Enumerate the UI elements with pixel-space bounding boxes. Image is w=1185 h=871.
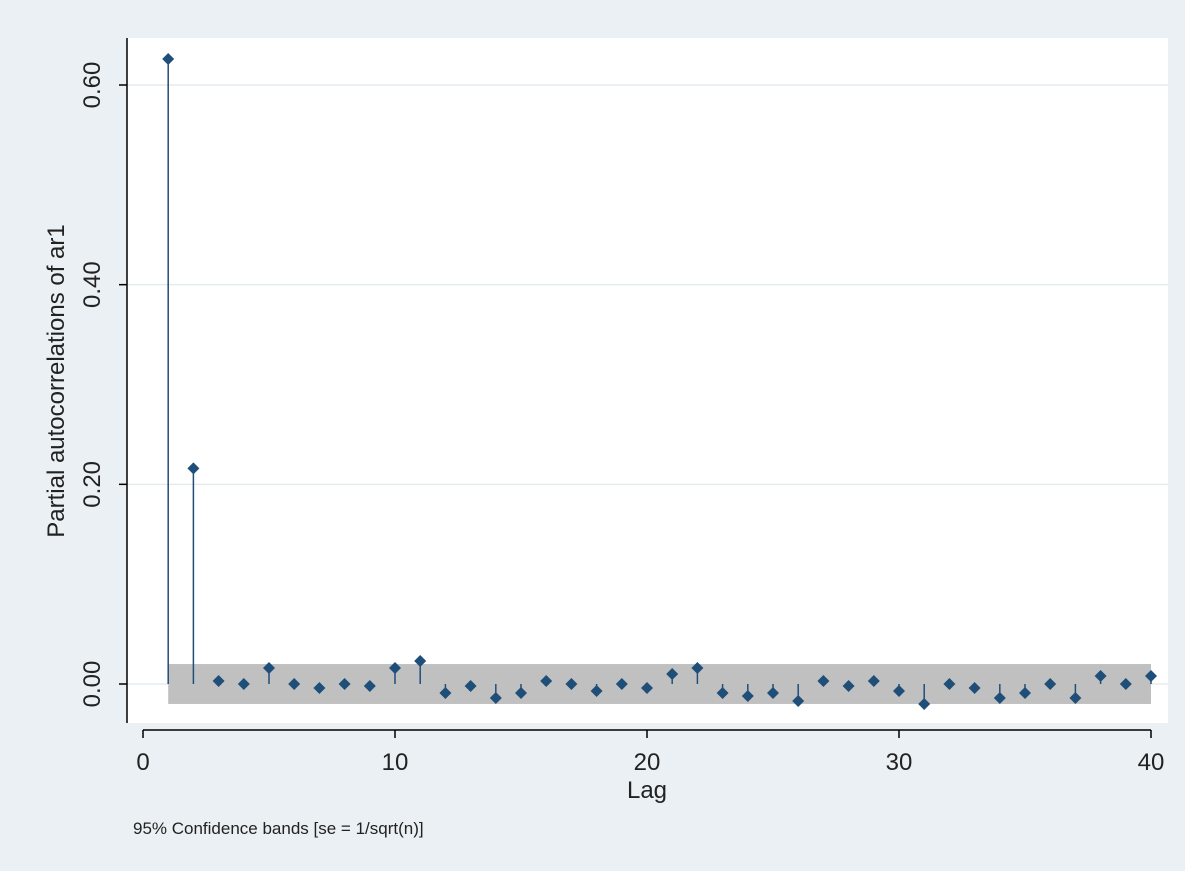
y-axis-ticks: 0.00 0.20 0.40 0.60 <box>79 62 127 708</box>
data-point <box>464 679 477 692</box>
plot-area <box>127 38 1168 723</box>
data-point <box>1145 670 1157 683</box>
x-tick-label: 20 <box>634 749 661 776</box>
data-point <box>817 675 830 688</box>
data-point <box>691 662 704 675</box>
data-point <box>414 655 427 668</box>
confidence-band <box>168 664 1151 704</box>
data-point <box>237 678 250 690</box>
data-point <box>1044 678 1057 690</box>
data-point <box>918 697 931 710</box>
data-point <box>288 678 301 690</box>
data-point <box>893 684 905 697</box>
y-tick-label: 0.20 <box>79 461 106 508</box>
data-point <box>187 462 200 475</box>
data-point <box>741 689 754 702</box>
data-point <box>641 681 653 694</box>
data-point <box>615 678 628 690</box>
data-point <box>212 675 225 688</box>
data-point <box>1094 670 1107 683</box>
y-tick-label: 0.00 <box>79 661 106 708</box>
data-point <box>489 691 502 704</box>
x-tick-label: 10 <box>382 749 409 776</box>
data-point <box>540 675 553 688</box>
data-point <box>1019 686 1031 699</box>
data-point <box>363 679 376 692</box>
data-point <box>313 681 326 694</box>
confidence-band-note: 95% Confidence bands [se = 1/sqrt(n)] <box>133 819 424 838</box>
y-tick-label: 0.40 <box>79 261 106 308</box>
data-point <box>867 675 880 688</box>
data-point <box>565 678 578 690</box>
data-point <box>993 691 1006 704</box>
data-point <box>515 686 527 699</box>
x-axis-label: Lag <box>627 777 667 804</box>
data-point <box>1119 678 1132 690</box>
markers <box>162 53 1157 710</box>
y-axis-label: Partial autocorrelations of ar1 <box>43 224 70 538</box>
data-point <box>842 679 855 692</box>
data-point <box>439 686 452 699</box>
data-point <box>590 684 603 697</box>
x-tick-label: 30 <box>886 749 913 776</box>
x-tick-label: 0 <box>136 749 149 776</box>
data-point <box>162 53 175 66</box>
data-point <box>767 686 779 699</box>
data-point <box>943 678 956 690</box>
data-point <box>263 662 275 675</box>
data-point <box>338 678 351 690</box>
data-point <box>792 694 805 707</box>
x-tick-label: 40 <box>1138 749 1165 776</box>
data-point <box>1069 691 1082 704</box>
data-point <box>968 681 981 694</box>
data-point <box>716 686 729 699</box>
x-axis-ticks: 0 10 20 30 40 <box>136 730 1164 776</box>
y-tick-label: 0.60 <box>79 62 106 109</box>
data-point <box>389 662 401 675</box>
data-point <box>666 668 679 681</box>
